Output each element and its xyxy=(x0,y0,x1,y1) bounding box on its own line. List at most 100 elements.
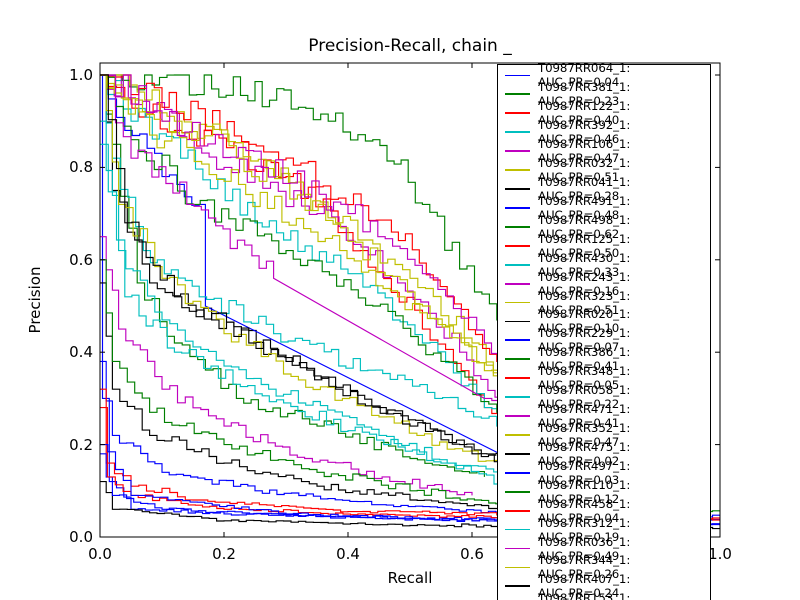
pr-curve-T0987RR312_1 xyxy=(100,143,510,487)
pr-curve-T0987RR386_1 xyxy=(100,74,535,445)
legend-label: T0987RR491_1: AUC_PR=0.48 xyxy=(538,193,631,222)
legend-swatch-line xyxy=(505,509,530,512)
legend-item: T0987RR110_1: AUC_PR=0.12 xyxy=(498,478,710,506)
legend-item: T0987RR312_1: AUC_PR=0.19 xyxy=(498,516,710,544)
legend-swatch-line xyxy=(505,225,530,228)
xtick-label: 0.4 xyxy=(336,545,360,563)
legend-swatch-line xyxy=(505,471,530,474)
legend-label: T0987RR125_1: AUC_PR=0.50 xyxy=(538,231,631,260)
pr-curve-T0987RR381_1 xyxy=(100,74,485,477)
pr-curve-T0987RR498_1 xyxy=(100,74,523,339)
legend-swatch-line xyxy=(505,377,530,380)
legend-swatch-line xyxy=(505,74,530,77)
legend-swatch-line xyxy=(505,263,530,266)
legend-item: T0987RR243_1: AUC_PR=0.16 xyxy=(498,270,710,298)
pr-curve-T0987RR058_1 xyxy=(100,120,510,482)
pr-curve-T0987RR036_1 xyxy=(100,74,535,399)
legend-label: T0987RR348_1: AUC_PR=0.05 xyxy=(538,364,631,393)
legend-item: T0987RR153_1: AUC_PR=0.03 xyxy=(498,591,710,600)
legend-swatch-line xyxy=(505,585,530,588)
legend: T0987RR064_1: AUC_PR=0.04 T0987RR381_1: A… xyxy=(497,61,711,600)
legend-item: T0987RR020_1: AUC_PR=0.10 xyxy=(498,307,710,335)
pr-curve-T0987RR243_1 xyxy=(100,236,473,496)
legend-item: T0987RR041_1: AUC_PR=0.28 xyxy=(498,175,710,203)
legend-label: T0987RR430_1: AUC_PR=0.33 xyxy=(538,250,631,279)
legend-swatch-line xyxy=(505,566,530,569)
legend-swatch-line xyxy=(505,150,530,153)
legend-item: T0987RR407_1: AUC_PR=0.24 xyxy=(498,572,710,600)
ytick-label: 0.0 xyxy=(69,528,93,546)
legend-item: T0987RR122_1: AUC_PR=0.40 xyxy=(498,99,710,127)
legend-item: T0987RR458_1: AUC_PR=0.04 xyxy=(498,497,710,525)
legend-item: T0987RR229_1: AUC_PR=0.07 xyxy=(498,326,710,354)
legend-label: T0987RR058_1: AUC_PR=0.22 xyxy=(538,383,631,412)
legend-label: T0987RR020_1: AUC_PR=0.10 xyxy=(538,307,631,336)
legend-label: T0987RR064_1: AUC_PR=0.04 xyxy=(538,61,631,90)
legend-item: T0987RR032_1: AUC_PR=0.51 xyxy=(498,156,710,184)
legend-swatch-line xyxy=(505,396,530,399)
x-axis-label: Recall xyxy=(387,569,433,587)
legend-item: T0987RR106_1: AUC_PR=0.47 xyxy=(498,137,710,165)
legend-item: T0987RR497_1: AUC_PR=0.03 xyxy=(498,459,710,487)
pr-curve-T0987RR344_1 xyxy=(100,74,510,468)
legend-swatch-line xyxy=(505,244,530,247)
ytick-label: 0.8 xyxy=(69,158,93,177)
legend-label: T0987RR392_1: AUC_PR=0.46 xyxy=(538,118,631,147)
ytick-label: 0.4 xyxy=(69,343,93,362)
legend-swatch-line xyxy=(505,207,530,209)
legend-item: T0987RR381_1: AUC_PR=0.23 xyxy=(498,80,710,108)
legend-label: T0987RR122_1: AUC_PR=0.40 xyxy=(538,99,631,128)
legend-swatch-line xyxy=(505,339,530,342)
legend-swatch-line xyxy=(505,528,530,531)
legend-label: T0987RR381_1: AUC_PR=0.23 xyxy=(538,80,631,109)
legend-swatch-line xyxy=(505,282,530,285)
legend-label: T0987RR110_1: AUC_PR=0.12 xyxy=(538,477,631,506)
legend-label: T0987RR153_1: AUC_PR=0.03 xyxy=(538,591,631,600)
legend-swatch-line xyxy=(505,169,530,171)
xtick-label: 0.2 xyxy=(212,545,236,563)
legend-swatch-line xyxy=(505,301,530,304)
legend-item: T0987RR058_1: AUC_PR=0.22 xyxy=(498,383,710,411)
plot-border xyxy=(99,62,721,538)
legend-label: T0987RR497_1: AUC_PR=0.03 xyxy=(538,458,631,487)
legend-item: T0987RR344_1: AUC_PR=0.26 xyxy=(498,553,710,581)
legend-item: T0987RR064_1: AUC_PR=0.04 xyxy=(498,61,710,89)
y-axis-label: Precision xyxy=(26,266,44,334)
legend-label: T0987RR386_1: AUC_PR=0.41 xyxy=(538,345,631,374)
legend-item: T0987RR471_1: AUC_PR=0.41 xyxy=(498,402,710,430)
legend-label: T0987RR229_1: AUC_PR=0.07 xyxy=(538,326,631,355)
legend-swatch-line xyxy=(505,453,530,455)
legend-swatch-line xyxy=(505,434,530,436)
legend-item: T0987RR386_1: AUC_PR=0.41 xyxy=(498,345,710,373)
legend-swatch-line xyxy=(505,547,530,550)
legend-swatch-line xyxy=(505,490,530,493)
legend-label: T0987RR323_1: AUC_PR=0.51 xyxy=(538,288,631,317)
legend-label: T0987RR498_1: AUC_PR=0.62 xyxy=(538,212,631,241)
legend-label: T0987RR032_1: AUC_PR=0.51 xyxy=(538,156,631,185)
legend-label: T0987RR407_1: AUC_PR=0.24 xyxy=(538,572,631,600)
legend-item: T0987RR430_1: AUC_PR=0.33 xyxy=(498,251,710,279)
legend-swatch-line xyxy=(505,415,530,417)
legend-label: T0987RR312_1: AUC_PR=0.19 xyxy=(538,515,631,544)
legend-label: T0987RR344_1: AUC_PR=0.26 xyxy=(538,553,631,582)
legend-label: T0987RR106_1: AUC_PR=0.47 xyxy=(538,137,631,166)
xtick-label: 1.0 xyxy=(708,545,732,563)
pr-curve-T0987RR352_1 xyxy=(100,74,523,399)
legend-item: T0987RR491_1: AUC_PR=0.48 xyxy=(498,194,710,222)
legend-label: T0987RR243_1: AUC_PR=0.16 xyxy=(538,269,631,298)
pr-curve-T0987RR020_1 xyxy=(100,282,504,510)
legend-item: T0987RR323_1: AUC_PR=0.51 xyxy=(498,289,710,317)
ytick-label: 0.6 xyxy=(69,250,93,269)
legend-item: T0987RR392_1: AUC_PR=0.46 xyxy=(498,118,710,146)
legend-item: T0987RR352_1: AUC_PR=0.47 xyxy=(498,421,710,449)
legend-item: T0987RR348_1: AUC_PR=0.05 xyxy=(498,364,710,392)
legend-item: T0987RR036_1: AUC_PR=0.49 xyxy=(498,535,710,563)
pr-curve-T0987RR032_1 xyxy=(100,74,523,408)
legend-label: T0987RR471_1: AUC_PR=0.41 xyxy=(538,402,631,431)
legend-label: T0987RR352_1: AUC_PR=0.47 xyxy=(538,420,631,449)
legend-swatch-line xyxy=(505,93,530,96)
legend-item: T0987RR125_1: AUC_PR=0.50 xyxy=(498,232,710,260)
pr-curve-T0987RR323_1 xyxy=(100,74,535,422)
legend-swatch-line xyxy=(505,112,530,115)
